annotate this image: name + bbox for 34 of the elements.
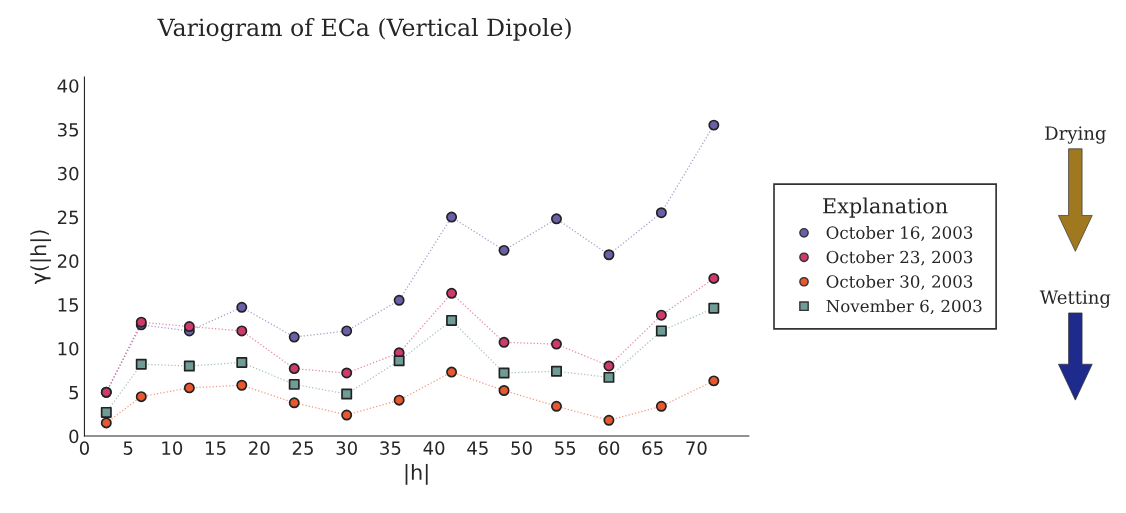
x-tick-label: 0 (79, 441, 89, 455)
legend-label: October 16, 2003 (826, 225, 973, 241)
x-tick-label: 35 (380, 441, 401, 455)
y-tick-label: 5 (69, 385, 79, 400)
y-tick-label: 30 (57, 166, 79, 181)
x-tick-label: 10 (162, 441, 183, 455)
x-tick-label: 5 (123, 441, 133, 455)
x-tick-label: 45 (467, 441, 488, 455)
y-tick-label: 40 (57, 79, 79, 93)
legend-label: November 6, 2003 (826, 299, 982, 315)
x-tick-label: 30 (336, 441, 357, 455)
chart-title: Variogram of ECa (Vertical Dipole) (157, 17, 571, 42)
text: Drying (1045, 126, 1106, 144)
y-tick-label: 15 (58, 298, 79, 312)
x-axis-title: |h| (405, 463, 428, 485)
x-tick-label: 60 (598, 441, 620, 455)
x-tick-label: 50 (511, 441, 532, 455)
x-tick-label: 20 (249, 441, 270, 455)
y-tick-label: 20 (57, 254, 79, 268)
legend-label: October 23, 2003 (826, 250, 973, 266)
x-tick-label: 25 (292, 441, 313, 455)
y-tick-label: 0 (69, 429, 79, 444)
legend-label: October 30, 2003 (826, 274, 973, 290)
x-tick-label: 40 (423, 441, 445, 455)
y-tick-label: 25 (57, 210, 79, 225)
x-tick-label: 15 (206, 441, 226, 455)
y-tick-label: 10 (58, 341, 79, 356)
x-tick-label: 65 (642, 441, 663, 455)
x-tick-label: 55 (555, 441, 576, 455)
x-tick-label: 70 (686, 441, 707, 455)
legend-title: Explanation (823, 197, 948, 218)
y-axis-title: γ(|h|) (30, 230, 52, 285)
text: Wetting (1039, 290, 1111, 308)
y-tick-label: 35 (57, 122, 79, 137)
